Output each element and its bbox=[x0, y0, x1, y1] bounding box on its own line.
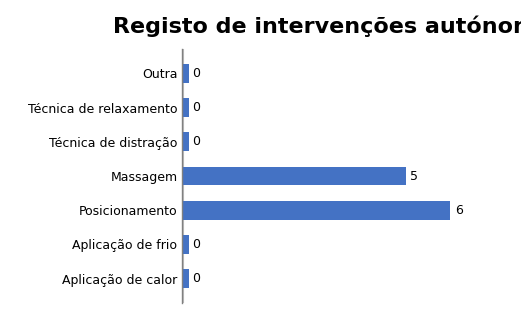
Text: 0: 0 bbox=[193, 135, 201, 148]
Bar bbox=[182, 64, 189, 83]
Text: 5: 5 bbox=[410, 169, 418, 183]
Text: 0: 0 bbox=[193, 238, 201, 251]
Bar bbox=[182, 166, 406, 186]
Bar bbox=[182, 269, 189, 288]
Bar bbox=[182, 201, 450, 220]
Text: 0: 0 bbox=[193, 101, 201, 114]
Title: Registo de intervenções autónomas: Registo de intervenções autónomas bbox=[113, 15, 521, 37]
Text: 6: 6 bbox=[455, 204, 463, 217]
Bar bbox=[182, 235, 189, 254]
Text: 0: 0 bbox=[193, 67, 201, 80]
Bar bbox=[182, 132, 189, 151]
Bar bbox=[182, 98, 189, 117]
Text: 0: 0 bbox=[193, 272, 201, 285]
